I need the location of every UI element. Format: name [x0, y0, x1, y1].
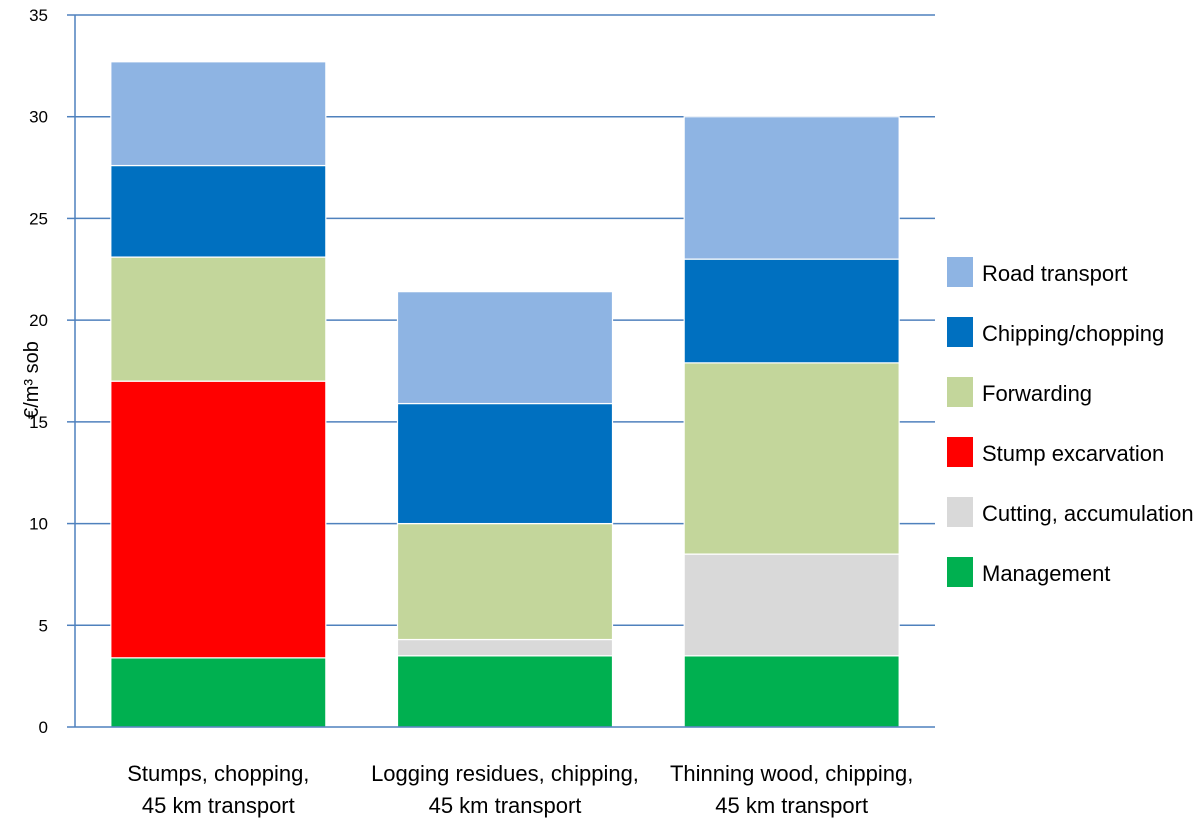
legend: Road transport Chipping/chopping Forwardin…: [947, 257, 1194, 587]
x-category-label: Thinning wood, chipping,: [670, 761, 913, 786]
bar-segment: [396, 638, 614, 657]
y-tick-label: 30: [29, 108, 48, 127]
bar-segment: [683, 258, 900, 364]
y-axis-ticks: 0 5 10 15 20 25 30 35: [29, 6, 75, 737]
bar-segment: [110, 657, 327, 728]
bar-segment: [396, 402, 614, 525]
y-tick-label: 20: [29, 311, 48, 330]
x-category-label: 45 km transport: [715, 793, 868, 818]
bar-segment: [110, 380, 327, 659]
bar-segment: [683, 553, 900, 657]
bar-segment: [110, 164, 327, 258]
y-tick-label: 5: [39, 616, 48, 635]
x-category-label: 45 km transport: [142, 793, 295, 818]
bar-segment: [396, 291, 614, 405]
legend-label: Forwarding: [982, 381, 1092, 406]
y-axis-label: €/m³ sob: [21, 341, 43, 419]
legend-label: Management: [982, 561, 1110, 586]
x-category-label: Logging residues, chipping,: [371, 761, 639, 786]
bars: [110, 61, 900, 728]
y-tick-label: 15: [29, 413, 48, 432]
y-tick-label: 25: [29, 209, 48, 228]
legend-swatch: [947, 317, 973, 347]
legend-swatch: [947, 497, 973, 527]
legend-label: Chipping/chopping: [982, 321, 1164, 346]
legend-label: Cutting, accumulation: [982, 501, 1194, 526]
bar-segment: [683, 116, 900, 260]
y-tick-label: 0: [39, 718, 48, 737]
bar-segment: [110, 61, 327, 167]
y-tick-label: 10: [29, 515, 48, 534]
legend-label: Stump excarvation: [982, 441, 1164, 466]
bar-segment: [110, 256, 327, 382]
x-category-label: 45 km transport: [429, 793, 582, 818]
x-category-label: Stumps, chopping,: [127, 761, 309, 786]
bar-segment: [396, 655, 614, 728]
bar-segment: [683, 362, 900, 555]
legend-swatch: [947, 257, 973, 287]
y-tick-label: 35: [29, 6, 48, 25]
x-axis-categories: Stumps, chopping, 45 km transport Logging …: [127, 761, 913, 818]
legend-swatch: [947, 437, 973, 467]
legend-swatch: [947, 377, 973, 407]
legend-swatch: [947, 557, 973, 587]
legend-label: Road transport: [982, 261, 1128, 286]
bar-segment: [396, 522, 614, 641]
axes: [74, 15, 935, 728]
bar-segment: [683, 655, 900, 728]
